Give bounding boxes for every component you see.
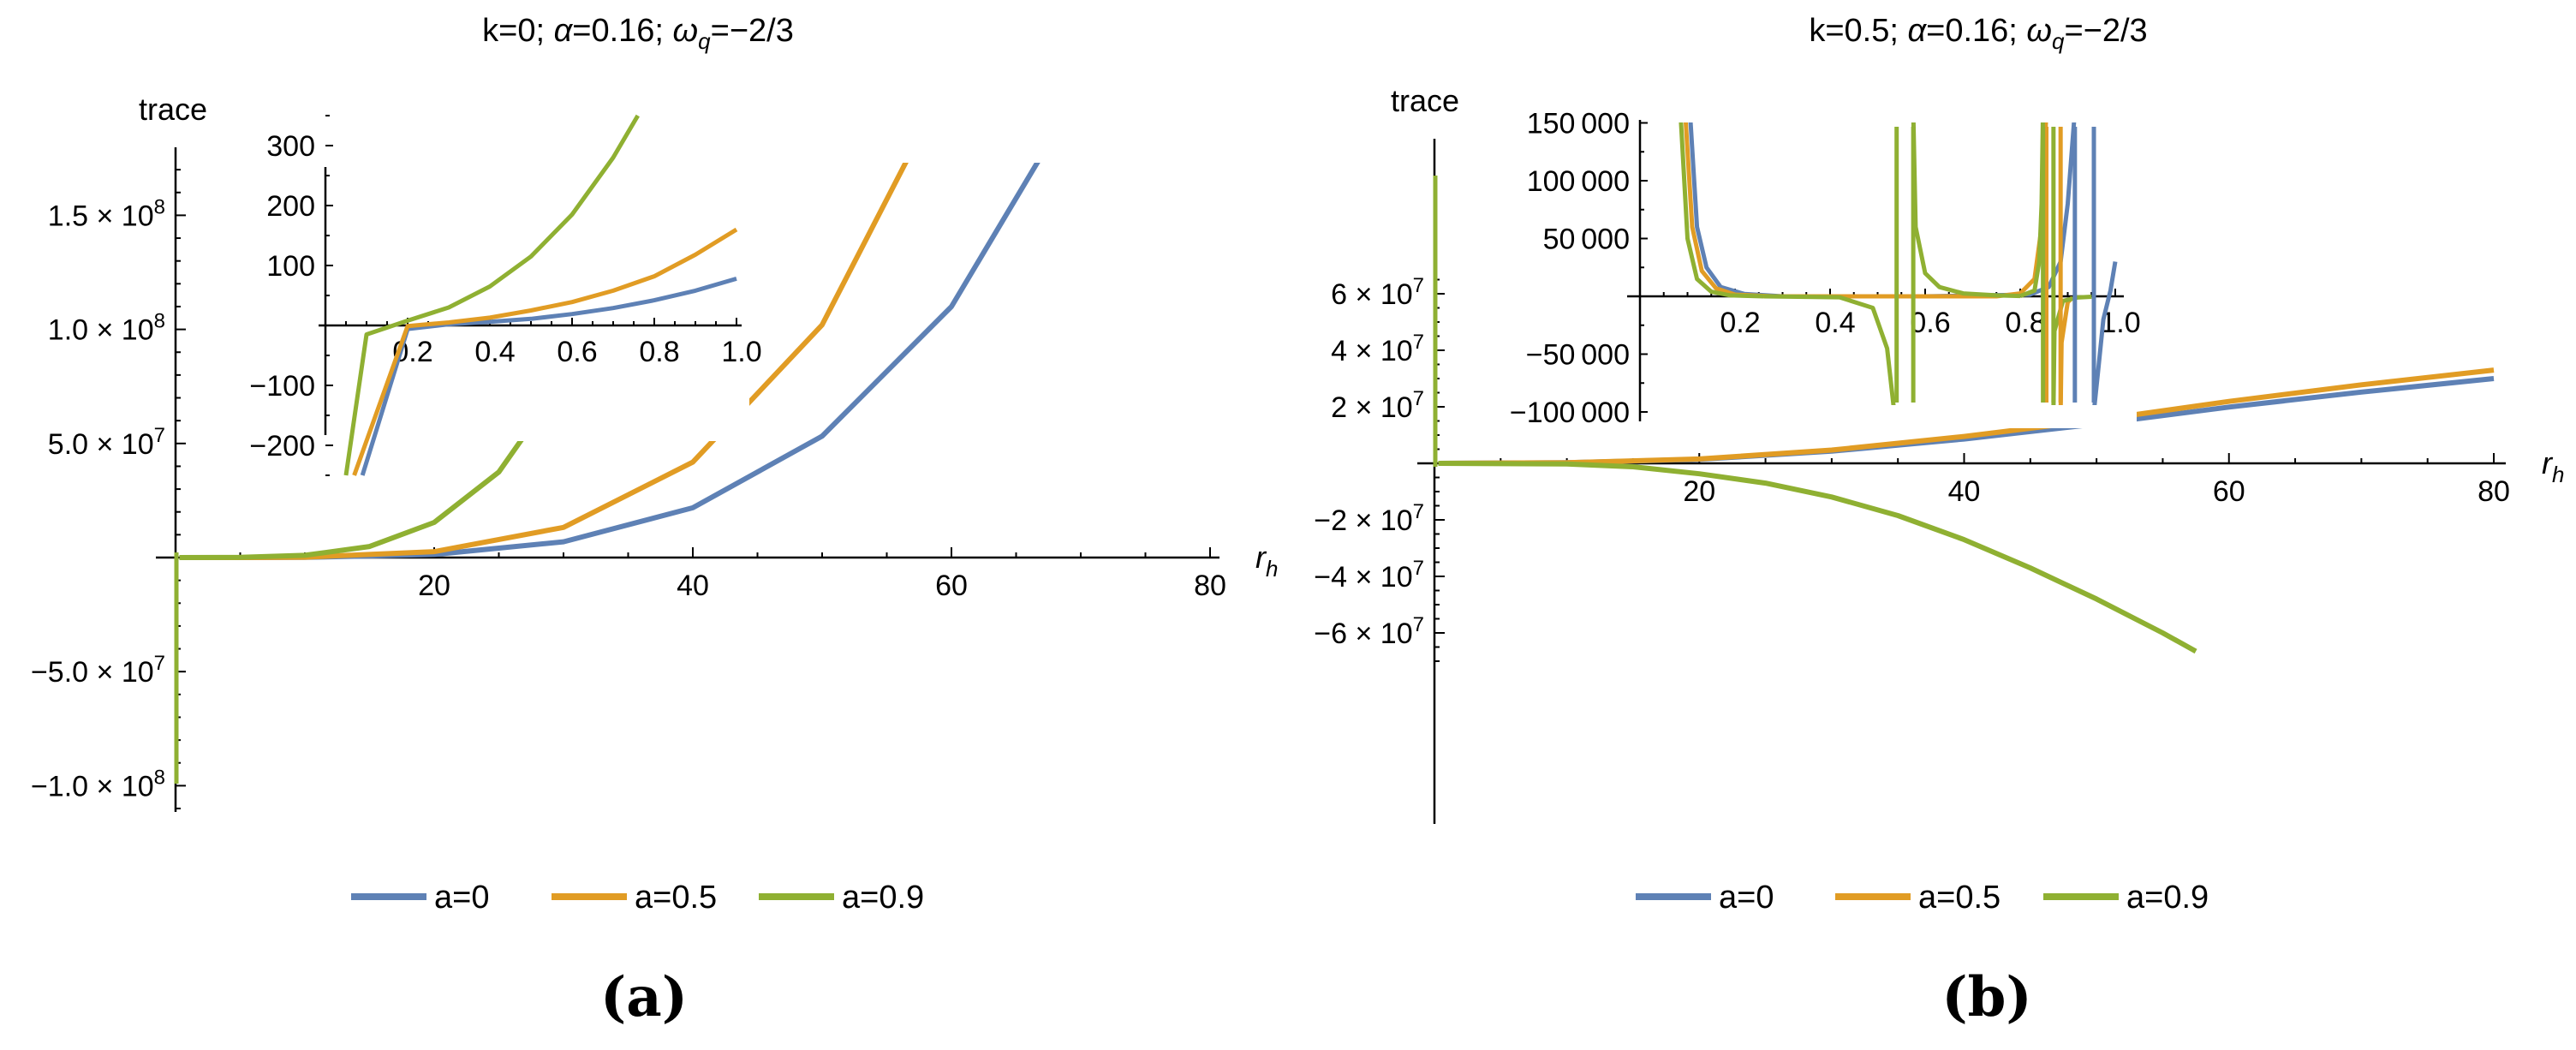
x-tick-label: 40: [677, 570, 709, 602]
y-tick-label: −5.0 × 107: [31, 652, 165, 689]
inset-x-tick-label: 0.8: [2005, 307, 2045, 339]
y-tick-label: 1.0 × 108: [48, 310, 165, 347]
y-tick-label: −6 × 107: [1314, 613, 1424, 650]
inset-x-tick-label: 0.4: [474, 336, 515, 368]
y-tick-label: 1.5 × 108: [48, 195, 165, 232]
y-tick-label: 2 × 107: [1331, 387, 1424, 424]
legend-a-label-a09: a=0.9: [842, 880, 924, 916]
inset-series-line-a05: [352, 227, 738, 476]
inset-y-tick-label: 300: [266, 130, 315, 163]
inset-y-tick-label: −200: [249, 430, 315, 462]
x-tick-label: 80: [2478, 475, 2510, 508]
inset-x-tick-label: 0.8: [639, 336, 679, 368]
x-tick-label: 20: [1683, 475, 1715, 508]
panel-a-legend: a=0 a=0.5 a=0.9: [351, 880, 924, 916]
legend-b-label-a09: a=0.9: [2126, 880, 2209, 916]
panel-a-y-ticks: 1.5 × 108 1.0 × 108 5.0 × 107 −5.0 × 107 −1.…: [31, 169, 186, 810]
panel-b-inset-background: [1490, 111, 2137, 428]
x-tick-label: 40: [1948, 475, 1981, 508]
inset-series-line-a09: [343, 114, 640, 476]
y-tick-label: −1.0 × 108: [31, 766, 165, 802]
legend-b-label-a0: a=0: [1719, 880, 1774, 916]
panel-b-inset-curves: [1679, 122, 2118, 405]
inset-x-tick-label: 0.6: [557, 336, 597, 368]
panel-a-inset-curves: [343, 114, 738, 476]
inset-y-tick-label: 100 000: [1527, 165, 1630, 198]
y-tick-label: −4 × 107: [1314, 557, 1424, 594]
legend-a-label-a05: a=0.5: [635, 880, 717, 916]
inset-x-tick-label: 0.6: [1910, 307, 1950, 339]
x-tick-label: 60: [2213, 475, 2245, 508]
inset-series-line-a09: [1911, 122, 2021, 299]
panel-b-chart: k=0.5; α=0.16; ωq=−2/3 trace rh 20 40 60 80…: [1314, 13, 2564, 1029]
inset-x-tick-label: 1.0: [721, 336, 761, 368]
panel-b-ylabel: trace: [1391, 83, 1459, 118]
inset-y-tick-label: 150 000: [1527, 108, 1630, 140]
inset-y-tick-label: −100: [249, 370, 315, 403]
panel-b-xlabel: rh: [2542, 445, 2564, 487]
panel-b-y-ticks: 6 × 107 4 × 107 2 × 107 −2 × 107 −4 × 107 −6 …: [1314, 274, 1445, 662]
inset-y-tick-label: −50 000: [1526, 339, 1630, 372]
inset-series-line-a0: [2092, 261, 2118, 405]
panel-b-legend: a=0 a=0.5 a=0.9: [1636, 880, 2209, 916]
panel-b-title: k=0.5; α=0.16; ωq=−2/3: [1809, 13, 2147, 54]
panel-a-title: k=0; α=0.16; ωq=−2/3: [482, 13, 794, 54]
panel-b-label: (b): [1941, 965, 2031, 1029]
panel-a-inset-background: [313, 158, 749, 441]
panel-a-xlabel: rh: [1255, 540, 1278, 582]
x-tick-label: 80: [1194, 570, 1226, 602]
x-tick-label: 60: [935, 570, 968, 602]
inset-y-tick-label: 50 000: [1543, 224, 1630, 256]
y-tick-label: 4 × 107: [1331, 331, 1424, 367]
panel-a-chart: k=0; α=0.16; ωq=−2/3 trace rh 20 40 60 80 1…: [31, 13, 1279, 1029]
inset-y-tick-label: 200: [266, 190, 315, 223]
inset-y-tick-label: −100 000: [1510, 397, 1630, 429]
panel-b-x-ticks: 20 40 60 80: [1500, 453, 2510, 508]
legend-b-label-a05: a=0.5: [1918, 880, 2001, 916]
inset-y-tick-label: 100: [266, 250, 315, 283]
series-line-a05: [1438, 367, 2495, 466]
panel-a-ylabel: trace: [139, 92, 207, 127]
inset-x-tick-label: 0.4: [1815, 307, 1855, 339]
legend-a-label-a0: a=0: [434, 880, 489, 916]
panel-a-label: (a): [600, 965, 688, 1029]
inset-series-line-a0: [360, 277, 737, 476]
inset-series-line-a09: [1763, 294, 1896, 405]
panel-a-x-ticks: 20 40 60 80: [239, 547, 1226, 602]
y-tick-label: 5.0 × 107: [48, 424, 165, 461]
y-tick-label: −2 × 107: [1314, 500, 1424, 537]
y-tick-label: 6 × 107: [1331, 274, 1424, 311]
inset-x-tick-label: 0.2: [1720, 307, 1760, 339]
inset-series-line-a09: [1679, 122, 1764, 299]
x-tick-label: 20: [418, 570, 450, 602]
series-line-a09: [1438, 461, 2197, 654]
panel-b-curves: [1433, 176, 2495, 654]
